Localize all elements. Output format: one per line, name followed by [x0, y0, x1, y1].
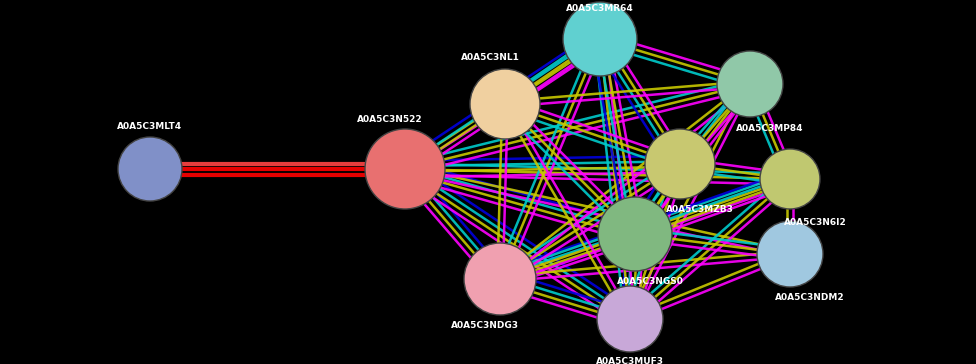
Ellipse shape — [470, 69, 540, 139]
Text: A0A5C3NL1: A0A5C3NL1 — [461, 52, 519, 62]
Text: A0A5C3MR64: A0A5C3MR64 — [566, 4, 633, 12]
Ellipse shape — [598, 197, 672, 271]
Text: A0A5C3MUF3: A0A5C3MUF3 — [596, 357, 664, 364]
Ellipse shape — [597, 286, 663, 352]
Ellipse shape — [365, 129, 445, 209]
Ellipse shape — [645, 129, 715, 199]
Text: A0A5C3NDG3: A0A5C3NDG3 — [451, 321, 519, 331]
Text: A0A5C3NGS0: A0A5C3NGS0 — [617, 277, 683, 286]
Ellipse shape — [464, 243, 536, 315]
Ellipse shape — [717, 51, 783, 117]
Text: A0A5C3MZB3: A0A5C3MZB3 — [666, 205, 734, 214]
Text: A0A5C3MP84: A0A5C3MP84 — [736, 123, 804, 132]
Text: A0A5C3N522: A0A5C3N522 — [357, 115, 423, 123]
Ellipse shape — [563, 2, 637, 76]
Text: A0A5C3NDM2: A0A5C3NDM2 — [775, 293, 845, 302]
Text: A0A5C3N6I2: A0A5C3N6I2 — [784, 218, 846, 226]
Ellipse shape — [760, 149, 820, 209]
Text: A0A5C3MLT4: A0A5C3MLT4 — [117, 122, 183, 131]
Ellipse shape — [757, 221, 823, 287]
Ellipse shape — [118, 137, 182, 201]
